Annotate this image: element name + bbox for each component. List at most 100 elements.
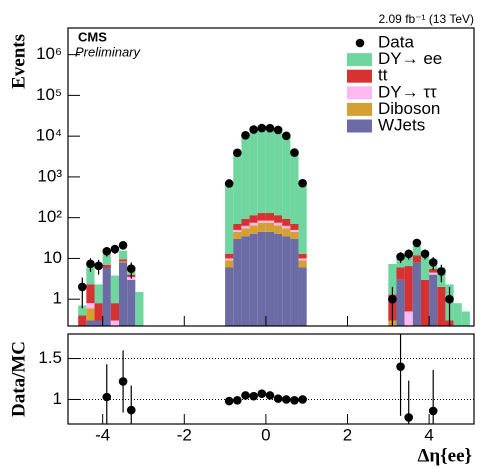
status: Preliminary [75,44,142,59]
legend-label: tt [378,66,388,85]
stack-bar [257,128,266,214]
stack-bar [298,253,307,259]
legend-swatch [347,119,372,133]
stack-bar [241,236,250,326]
stack-bar [110,275,120,304]
data-point [257,123,267,133]
stack-bar [110,303,120,321]
data-point [102,246,112,256]
data-point [118,241,128,250]
stack-bar [274,130,283,216]
stack-bar [282,228,291,237]
data-point [86,259,95,269]
stack-bar [282,225,291,229]
stack-bar [249,130,258,216]
stack-bar [420,255,430,280]
stack-bar [249,233,258,326]
stack-bar [282,218,291,226]
stack-bar [290,238,299,326]
ratio-point [241,391,250,400]
legend-swatch [347,53,372,67]
stack-bar [225,267,234,326]
stack-bar [290,152,299,224]
stack-bar [274,225,283,234]
stack-bar [265,231,275,326]
x-tick-label: 2 [343,425,352,444]
stack-bar [86,261,95,285]
data-point [282,131,291,141]
stack-bar [298,267,307,326]
legend-label: DY→ ττ [378,82,437,101]
stack-bar [274,222,283,226]
experiment: CMS [78,29,107,44]
legend-label: Data [378,32,414,51]
stack-bar [102,251,111,265]
legend-swatch [347,102,372,116]
stack-bar [249,225,258,234]
ratio-point [404,413,414,422]
x-tick-label: -4 [95,425,110,444]
data-point [241,130,250,140]
lumi: 2.09 fb⁻¹ (13 TeV) [379,12,475,26]
stack-bar [119,262,128,326]
ratio-point [233,395,242,405]
y-tick-label: 1 [53,389,62,408]
stack-bar [86,303,95,309]
y-tick-label: 10⁴ [36,126,62,145]
stack-bar [290,223,299,230]
data-point [298,178,307,188]
y-tick-label: 1.5 [38,348,62,367]
stack-bar [396,267,405,280]
y-tick-label: 10 [43,248,62,267]
y-tick-label: 10⁶ [36,44,62,63]
y-tick-label: 10⁵ [36,85,62,104]
legend-label: DY→ ee [378,49,442,68]
ratio-point [102,392,112,402]
ratio-point [428,406,438,416]
stack-bar [404,311,413,326]
y-tick-label: 10³ [37,166,62,185]
stack-bar [420,279,430,326]
stack-bar [135,292,144,326]
stack-bar [241,228,250,237]
ratio-point [282,395,291,404]
stack-bar [86,308,95,321]
stack-bar [404,254,413,267]
stack-bar [282,135,291,219]
stack-bar [241,218,250,226]
stack-bar [282,236,291,326]
stack-bar [119,259,128,262]
data-point [126,264,136,273]
legend-swatch [347,69,372,83]
stack-bar [290,231,299,239]
data-point [233,148,242,158]
data-point [265,123,275,133]
data-point [77,282,87,292]
ratio-point [118,377,128,386]
ratio-point [290,395,299,405]
stack-bar [78,305,87,316]
y-tick-label: 10² [37,207,62,226]
data-point [290,148,299,157]
ratio-point [273,394,283,403]
stack-bar [233,238,242,326]
stack-bar [225,182,234,254]
stack-bar [119,250,128,260]
stack-bar [127,279,136,326]
legend-swatch [347,86,372,100]
stack-bar [388,264,397,295]
ratio-point [126,405,136,415]
stack-bar [461,311,470,326]
stack-bar [119,261,128,263]
stack-bar [290,229,299,232]
x-tick-label: 0 [261,425,270,444]
data-point [273,125,283,135]
data-point [396,252,405,262]
data-point [412,238,422,248]
data-point [224,179,234,188]
stack-bar [249,215,258,223]
data-point [388,294,397,304]
stack-bar [274,233,283,326]
ratio-point [298,395,307,404]
